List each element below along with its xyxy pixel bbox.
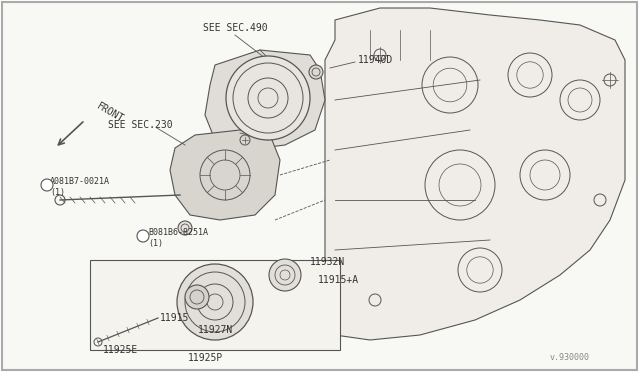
Text: SEE SEC.230: SEE SEC.230 [108, 120, 172, 130]
Text: 11915: 11915 [160, 313, 189, 323]
Text: FRONT: FRONT [95, 101, 125, 125]
Text: B081B6-8251A
(1): B081B6-8251A (1) [148, 228, 208, 248]
Text: 11940D: 11940D [358, 55, 393, 65]
Text: A: A [45, 182, 49, 188]
Text: 11932N: 11932N [310, 257, 345, 267]
Polygon shape [170, 130, 280, 220]
Text: A081B7-0021A
(1): A081B7-0021A (1) [50, 177, 110, 197]
Circle shape [178, 221, 192, 235]
Circle shape [185, 285, 209, 309]
Text: SEE SEC.490: SEE SEC.490 [203, 23, 268, 33]
Text: B: B [141, 233, 145, 239]
Text: 11915+A: 11915+A [318, 275, 359, 285]
Text: 11927N: 11927N [197, 325, 232, 335]
Circle shape [309, 65, 323, 79]
Text: 11925P: 11925P [188, 353, 223, 363]
Text: v.930000: v.930000 [550, 353, 590, 362]
Circle shape [41, 179, 53, 191]
Circle shape [226, 56, 310, 140]
Circle shape [137, 230, 149, 242]
FancyBboxPatch shape [90, 260, 340, 350]
Text: 11925E: 11925E [103, 345, 138, 355]
Circle shape [177, 264, 253, 340]
Circle shape [269, 259, 301, 291]
Polygon shape [325, 8, 625, 340]
Polygon shape [205, 50, 325, 150]
